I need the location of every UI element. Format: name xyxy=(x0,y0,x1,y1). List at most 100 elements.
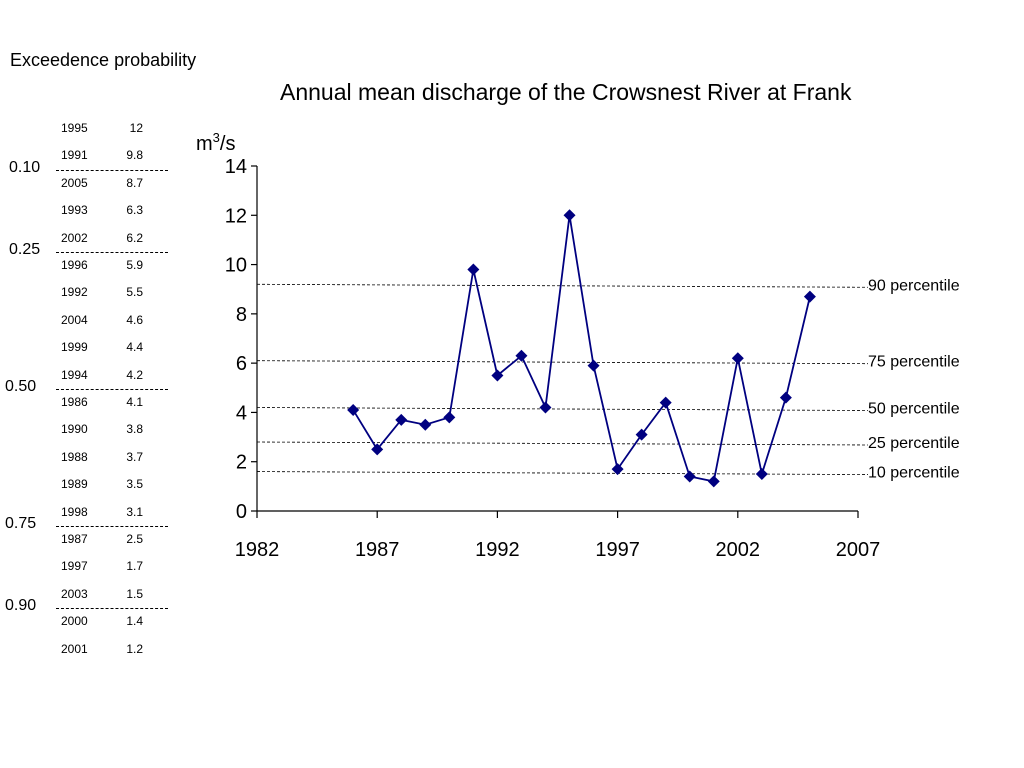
probability-label: 0.90 xyxy=(5,597,37,615)
data-point-1990 xyxy=(443,411,456,424)
data-point-1991 xyxy=(467,263,480,276)
row-discharge: 4.6 xyxy=(126,312,143,327)
row-discharge: 4.2 xyxy=(126,367,143,382)
data-point-1989 xyxy=(419,418,432,431)
row-year: 1994 xyxy=(61,367,88,382)
percentile-label: 75 percentile xyxy=(868,354,960,371)
table-row: 1994 4.2 xyxy=(0,368,180,382)
row-discharge: 2.5 xyxy=(126,532,143,546)
table-row: 2001 1.2 xyxy=(0,642,180,656)
row-discharge: 3.1 xyxy=(126,504,143,519)
probability-divider xyxy=(56,526,168,527)
x-tick-label: 1992 xyxy=(475,539,520,561)
table-row: 2002 6.2 xyxy=(0,231,180,245)
row-year: 2002 xyxy=(61,230,88,245)
table-row: 1986 4.1 xyxy=(0,395,180,409)
row-discharge: 3.5 xyxy=(126,477,143,492)
row-year: 1990 xyxy=(61,422,88,437)
probability-label: 0.75 xyxy=(5,515,37,532)
data-point-1987 xyxy=(371,443,384,456)
row-discharge: 5.5 xyxy=(126,285,143,300)
row-year: 1991 xyxy=(61,148,88,163)
data-point-1986 xyxy=(347,403,360,416)
x-tick-label: 2007 xyxy=(836,539,881,561)
row-discharge: 1.7 xyxy=(126,559,143,574)
data-point-1999 xyxy=(659,396,672,409)
row-year: 1989 xyxy=(61,477,88,492)
row-year: 1986 xyxy=(61,395,88,409)
percentile-line xyxy=(256,407,869,411)
row-discharge: 1.2 xyxy=(126,641,143,656)
table-row: 1997 1.7 xyxy=(0,559,180,573)
y-tick-label: 10 xyxy=(225,255,247,277)
row-discharge: 5.9 xyxy=(126,258,143,272)
probability-divider xyxy=(56,252,168,253)
probability-label: 0.10 xyxy=(9,158,41,176)
data-point-2000 xyxy=(683,470,696,483)
y-tick-label: 12 xyxy=(225,205,247,227)
probability-divider xyxy=(56,389,168,390)
row-discharge: 6.3 xyxy=(126,203,143,218)
row-discharge: 3.8 xyxy=(126,422,143,437)
data-point-1996 xyxy=(587,359,600,372)
data-point-1992 xyxy=(491,369,504,382)
data-point-1988 xyxy=(395,413,408,426)
data-point-1998 xyxy=(635,428,648,441)
data-point-1997 xyxy=(611,463,624,476)
chart-title: Annual mean discharge of the Crowsnest R… xyxy=(280,79,852,105)
x-tick-label: 1997 xyxy=(595,539,640,561)
x-tick-label: 2002 xyxy=(716,539,761,561)
table-row: 1993 6.3 xyxy=(0,203,180,217)
table-row: 1991 9.8 xyxy=(0,148,180,162)
ranked-discharge-table: 1995 12 1991 9.8 2005 8.7 1993 6.3 2002 6.2 1996 5.… xyxy=(0,0,180,768)
row-year: 2004 xyxy=(61,312,88,327)
data-point-2003 xyxy=(755,468,768,481)
row-discharge: 1.5 xyxy=(126,586,143,601)
row-discharge: 8.7 xyxy=(126,175,143,190)
probability-divider xyxy=(56,608,168,610)
table-row: 1996 5.9 xyxy=(0,258,180,272)
row-year: 1995 xyxy=(61,121,88,135)
table-row: 1987 2.5 xyxy=(0,532,180,546)
table-row: 2004 4.6 xyxy=(0,313,180,327)
data-point-1994 xyxy=(539,401,552,414)
discharge-series-line xyxy=(352,215,811,483)
percentile-line xyxy=(256,441,869,446)
percentile-line xyxy=(256,283,869,288)
table-row: 1999 4.4 xyxy=(0,340,180,354)
row-year: 1992 xyxy=(61,285,88,300)
y-axis-label: m3/s xyxy=(196,130,235,155)
table-row: 1995 12 xyxy=(0,121,180,135)
exceedence-heading: Exceedence probability xyxy=(10,50,197,70)
table-row: 2005 8.7 xyxy=(0,176,180,190)
row-year: 2003 xyxy=(61,586,88,601)
y-tick-label: 2 xyxy=(236,452,247,474)
row-discharge: 6.2 xyxy=(126,230,143,245)
row-discharge: 3.7 xyxy=(126,449,143,464)
row-year: 1987 xyxy=(61,532,88,546)
x-tick-label: 1987 xyxy=(355,539,400,561)
table-row: 1992 5.5 xyxy=(0,285,180,299)
table-row: 2000 1.4 xyxy=(0,614,180,628)
table-row: 1998 3.1 xyxy=(0,505,180,519)
row-year: 2000 xyxy=(61,614,88,629)
table-row: 2003 1.5 xyxy=(0,587,180,601)
row-discharge: 1.4 xyxy=(126,614,143,629)
row-year: 1998 xyxy=(61,504,88,519)
table-row: 1989 3.5 xyxy=(0,477,180,491)
y-tick-label: 14 xyxy=(225,156,247,178)
probability-label: 0.50 xyxy=(5,378,37,395)
data-point-2002 xyxy=(731,352,744,365)
row-year: 2001 xyxy=(61,641,88,656)
row-discharge: 12 xyxy=(129,121,143,135)
row-year: 2005 xyxy=(61,175,88,190)
percentile-label: 50 percentile xyxy=(868,401,960,418)
percentile-line xyxy=(256,471,869,475)
table-row: 1988 3.7 xyxy=(0,450,180,464)
row-discharge: 4.4 xyxy=(126,340,143,355)
percentile-label: 10 percentile xyxy=(868,465,960,482)
row-year: 1997 xyxy=(61,559,88,574)
row-year: 1999 xyxy=(61,340,88,355)
row-year: 1993 xyxy=(61,203,88,218)
